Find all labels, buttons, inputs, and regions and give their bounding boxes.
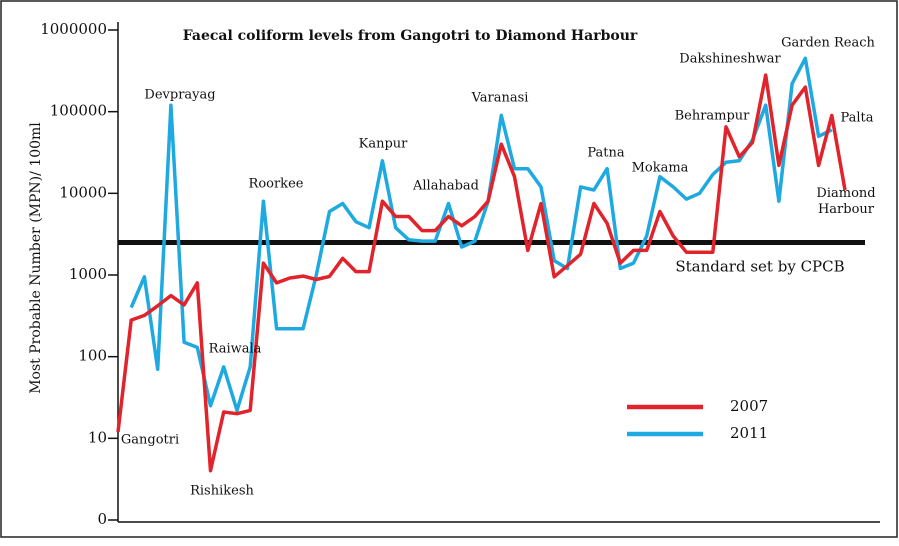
annotation: Patna (587, 146, 625, 161)
y-tick-label: 100 (78, 347, 107, 365)
annotation: Kanpur (359, 137, 409, 152)
y-tick-label: 10 (88, 428, 107, 446)
y-tick-label: 1000 (69, 265, 107, 283)
y-tick-label: 100000 (50, 102, 107, 120)
y-tick-label: 0 (97, 510, 107, 528)
reference-label: Standard set by CPCB (675, 258, 844, 276)
annotation: Behrampur (675, 109, 751, 124)
annotation: Diamond Harbour (816, 186, 876, 217)
chart-title: Faecal coliform levels from Gangotri to … (183, 28, 638, 44)
series-line (129, 56, 833, 413)
annotation: Devprayag (144, 88, 215, 103)
y-tick-label: 1000000 (40, 20, 107, 38)
annotation: Roorkee (249, 177, 304, 192)
y-axis-label: Most Probable Number (MPN)/ 100ml (28, 122, 44, 394)
annotation: Varanasi (471, 91, 529, 106)
annotation: Mokama (632, 161, 689, 176)
legend-label: 2007 (730, 397, 768, 415)
y-tick-label: 10000 (59, 183, 107, 201)
annotation: Dakshineshwar (679, 52, 781, 67)
annotation: Garden Reach (781, 36, 875, 51)
annotation: Gangotri (121, 433, 179, 448)
annotation: Allahabad (412, 179, 479, 194)
annotation: Raiwala (209, 342, 262, 357)
series-line (116, 73, 847, 473)
annotation: Rishikesh (190, 484, 254, 499)
annotation: Palta (840, 111, 873, 126)
legend-label: 2011 (730, 424, 768, 442)
